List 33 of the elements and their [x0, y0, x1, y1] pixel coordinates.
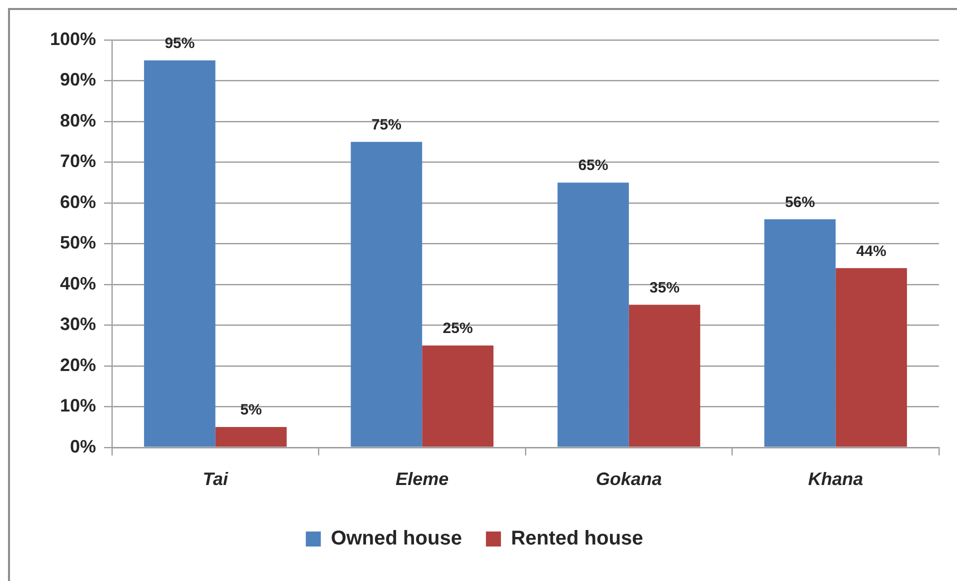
y-tick-label: 80% — [60, 110, 96, 130]
y-tick-label: 100% — [50, 28, 96, 49]
y-tick-label: 70% — [60, 151, 96, 172]
data-label: 75% — [371, 116, 402, 134]
data-label: 56% — [784, 194, 815, 211]
bar — [628, 304, 700, 447]
data-label: 35% — [650, 279, 680, 296]
x-tick-label: Gokana — [596, 469, 662, 490]
y-tick-label: 10% — [60, 396, 96, 416]
y-tick-label: 20% — [60, 354, 96, 375]
x-tick-label: Eleme — [396, 469, 449, 490]
bar — [764, 219, 836, 447]
bar — [215, 427, 287, 447]
data-label: 65% — [578, 157, 608, 174]
x-tick-label: Tai — [202, 469, 230, 490]
bar — [422, 346, 494, 447]
legend-label: Rented house — [510, 528, 644, 550]
y-tick-label: 30% — [60, 314, 96, 334]
y-tick-label: 90% — [60, 70, 96, 90]
bar — [350, 142, 422, 447]
legend-label: Owned house — [330, 528, 462, 550]
bar — [144, 60, 216, 447]
data-label: 44% — [856, 242, 886, 260]
y-tick-label: 40% — [60, 273, 96, 294]
data-label: 95% — [164, 35, 195, 52]
y-tick-label: 50% — [60, 232, 96, 253]
bar — [558, 182, 629, 447]
y-tick-label: 0% — [70, 436, 96, 456]
data-label: 25% — [442, 320, 473, 338]
bar — [836, 268, 907, 447]
x-tick-label: Khana — [808, 469, 864, 490]
data-label: 5% — [240, 402, 262, 419]
y-tick-label: 60% — [60, 192, 96, 212]
